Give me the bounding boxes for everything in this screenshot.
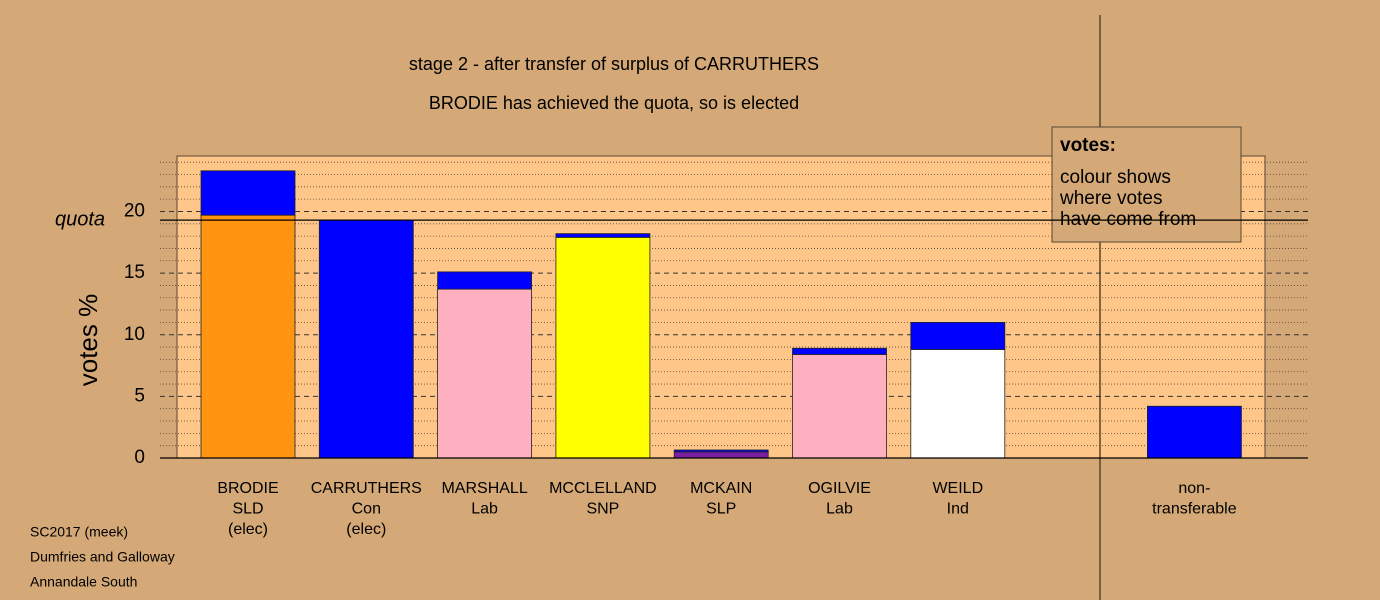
footer: Dumfries and Galloway: [30, 549, 175, 565]
chart-subtitle: BRODIE has achieved the quota, so is ele…: [429, 93, 799, 113]
bar-segment: [200, 170, 296, 216]
x-tick-label: CARRUTHERS: [311, 480, 422, 497]
legend-text: colour shows: [1060, 167, 1171, 188]
quota-label: quota: [55, 208, 105, 230]
bar-segment: [673, 451, 769, 459]
legend-box: [1051, 126, 1242, 243]
x-tick-label: MCCLELLAND: [549, 480, 657, 497]
bar-segment: [437, 288, 533, 459]
y-tick-label: 20: [124, 200, 145, 221]
x-tick-label: Con: [352, 501, 381, 518]
y-axis-label: votes %: [73, 294, 103, 387]
x-tick-label: OGILVIE: [808, 480, 871, 497]
legend-text: where votes: [1059, 188, 1162, 209]
bar-segment: [910, 349, 1006, 459]
bar-segment: [555, 236, 651, 459]
bar-segment: [200, 214, 296, 459]
x-tick-label: Lab: [471, 501, 498, 518]
y-tick-label: 10: [124, 324, 145, 345]
x-tick-label: BRODIE: [217, 480, 278, 497]
x-tick-label: SLD: [232, 501, 263, 518]
chart-title: stage 2 - after transfer of surplus of C…: [409, 54, 819, 74]
bar-segment: [910, 322, 1006, 350]
footer: Annandale South: [30, 574, 137, 590]
x-tick-label: MARSHALL: [441, 480, 527, 497]
bar-segment: [437, 271, 533, 290]
footer: SC2017 (meek): [30, 524, 128, 540]
x-tick-label: non-: [1178, 480, 1210, 497]
x-tick-label: MCKAIN: [690, 480, 752, 497]
y-tick-label: 15: [124, 262, 145, 283]
bar-segment: [555, 233, 651, 238]
x-tick-label: WEILD: [932, 480, 983, 497]
legend-title: votes:: [1060, 135, 1116, 156]
x-tick-label: Lab: [826, 501, 853, 518]
x-tick-label: Ind: [947, 501, 969, 518]
x-tick-label: (elec): [228, 521, 268, 538]
x-tick-label: (elec): [346, 521, 386, 538]
y-tick-label: 0: [134, 447, 145, 468]
bar-segment: [792, 354, 887, 459]
bar-segment: [1147, 405, 1242, 459]
y-tick-label: 5: [134, 385, 145, 406]
bar-segment: [318, 219, 414, 459]
x-tick-label: transferable: [1152, 501, 1237, 518]
bars: [200, 170, 1242, 459]
x-tick-label: SNP: [586, 501, 619, 518]
bar-segment: [673, 449, 769, 453]
bar-segment: [792, 347, 887, 355]
x-tick-label: SLP: [706, 501, 736, 518]
